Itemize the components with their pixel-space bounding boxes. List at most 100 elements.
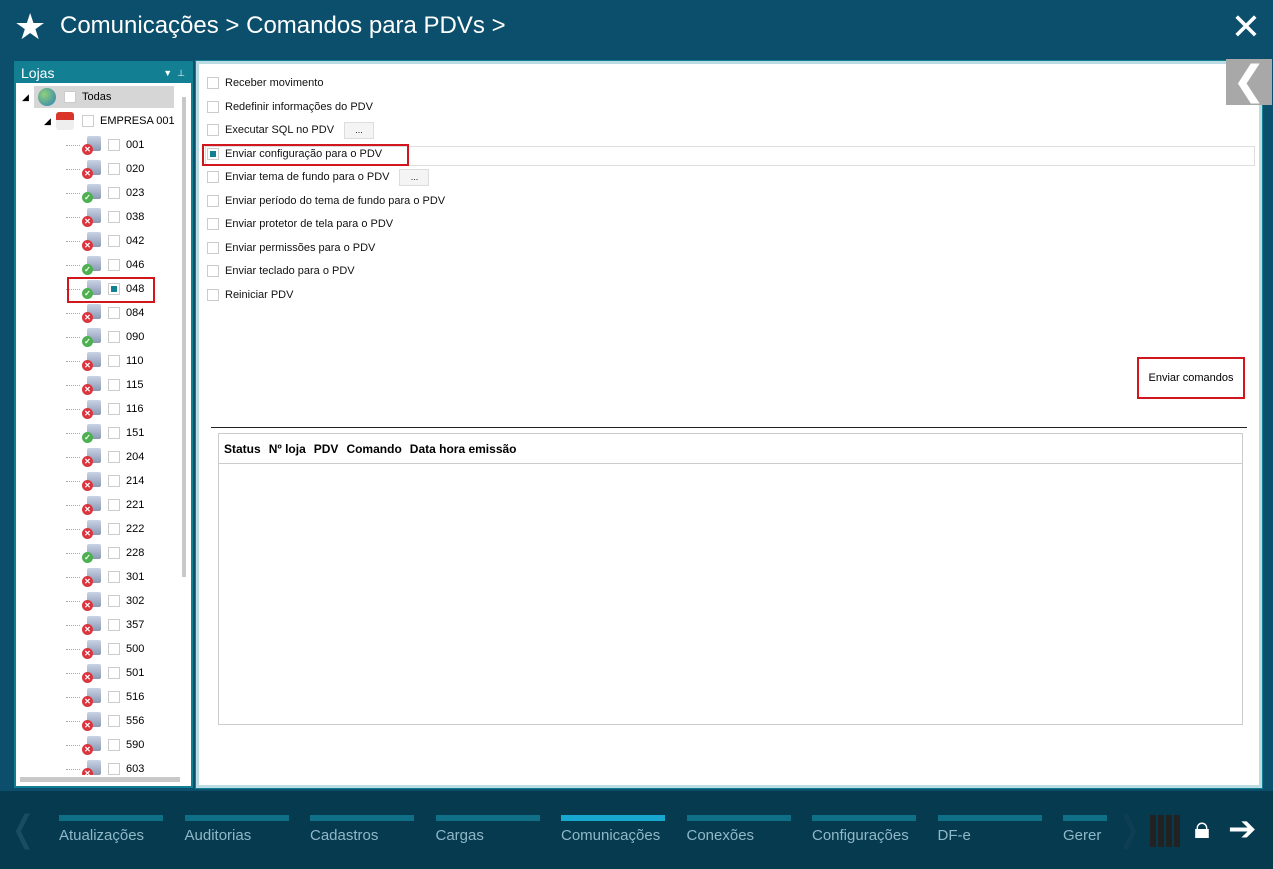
nav-tab[interactable]: Configurações [812,815,916,855]
tree-node-store[interactable]: ✕ 222 [66,518,144,540]
checkbox[interactable] [108,283,120,295]
checkbox[interactable] [108,307,120,319]
checkbox[interactable] [108,595,120,607]
nav-tab[interactable]: Comunicações [561,815,665,855]
checkbox[interactable] [108,211,120,223]
nav-tab[interactable]: Cadastros [310,815,414,855]
checkbox[interactable] [108,715,120,727]
vertical-scrollbar[interactable] [180,87,188,777]
checkbox[interactable] [108,427,120,439]
horizontal-scrollbar[interactable] [20,777,180,782]
browse-button[interactable]: ... [344,121,375,139]
scroll-right-icon[interactable]: ❭ [1114,809,1145,850]
command-option[interactable]: Receber movimento [207,73,323,93]
tree-node-store[interactable]: ✕ 603 [66,758,144,775]
nav-tab[interactable]: DF-e [937,815,1042,855]
checkbox[interactable] [108,571,120,583]
nav-tab[interactable]: Conexões [686,815,791,855]
tree-node-store[interactable]: ✓ 228 [66,542,144,564]
tree-node-store[interactable]: ✓ 048 [66,278,144,300]
checkbox[interactable] [108,643,120,655]
column-header[interactable]: Nº loja [268,441,306,456]
nav-tab[interactable]: Atualizações [59,815,163,855]
checkbox[interactable] [108,139,120,151]
checkbox[interactable] [82,115,94,127]
scroll-left-icon[interactable]: ❬ [8,809,39,850]
lock-icon[interactable]: 🔒︎ [1194,811,1210,846]
panel-menu-pin-icon[interactable]: ▼ ⊥ [163,68,185,78]
command-option[interactable]: Enviar tema de fundo para o PDV... [207,167,430,187]
expand-icon[interactable]: ◢ [44,115,51,126]
command-option[interactable]: Enviar protetor de tela para o PDV [207,214,393,234]
browse-button[interactable]: ... [399,168,430,186]
logout-arrow-icon[interactable]: ➔ [1228,809,1257,849]
checkbox[interactable] [108,691,120,703]
command-option[interactable]: Enviar configuração para o PDV [207,144,382,164]
command-option[interactable]: Executar SQL no PDV... [207,120,375,140]
command-option[interactable]: Enviar permissões para o PDV [207,238,375,258]
tree-node-company[interactable]: ◢ EMPRESA 001 [44,110,175,132]
column-header[interactable]: Comando [346,441,402,456]
command-option[interactable]: Redefinir informações do PDV [207,97,373,117]
checkbox[interactable] [207,124,219,136]
checkbox[interactable] [207,171,219,183]
checkbox[interactable] [108,187,120,199]
checkbox[interactable] [108,355,120,367]
checkbox[interactable] [207,241,219,254]
tree-node-store[interactable]: ✕ 116 [66,398,144,420]
column-header[interactable]: PDV [313,441,339,456]
command-option[interactable]: Reiniciar PDV [207,285,293,305]
tree-node-store[interactable]: ✕ 204 [66,446,144,468]
checkbox[interactable] [207,194,219,207]
command-option[interactable]: Enviar teclado para o PDV [207,261,355,281]
nav-tab[interactable]: Gerer [1063,815,1107,855]
breadcrumb-item[interactable]: Comandos para PDVs [246,12,485,39]
tree-node-store[interactable]: ✕ 110 [66,350,144,372]
checkbox[interactable] [108,739,120,751]
tree-node-store[interactable]: ✕ 038 [66,206,144,228]
nav-tab[interactable]: Auditorias [184,815,289,855]
checkbox[interactable] [108,451,120,463]
star-icon[interactable]: ★ [14,7,47,48]
tree-node-store[interactable]: ✕ 301 [66,566,144,588]
checkbox[interactable] [207,218,219,230]
expand-icon[interactable]: ◢ [22,91,29,102]
checkbox[interactable] [108,163,120,175]
tree-node-store[interactable]: ✕ 590 [66,734,144,756]
checkbox[interactable] [108,475,120,487]
tree-node-store[interactable]: ✓ 046 [66,254,144,276]
tree-node-store[interactable]: ✕ 357 [66,614,144,636]
send-commands-button[interactable]: Enviar comandos [1137,357,1245,399]
checkbox[interactable] [108,667,120,679]
tree-node-store[interactable]: ✕ 001 [66,134,144,156]
checkbox[interactable] [207,288,219,301]
collapse-chevron-icon[interactable]: ❮ [1226,59,1272,105]
checkbox[interactable] [108,619,120,631]
checkbox[interactable] [207,100,219,113]
checkbox[interactable] [108,523,120,535]
tree-node-root[interactable]: ◢ Todas [22,86,174,108]
grid-menu-icon[interactable] [1150,815,1182,847]
checkbox[interactable] [108,547,120,559]
nav-tab[interactable]: Cargas [435,815,540,855]
checkbox[interactable] [108,763,120,775]
tree-node-store[interactable]: ✓ 023 [66,182,144,204]
checkbox[interactable] [108,235,120,247]
tree-node-store[interactable]: ✕ 221 [66,494,144,516]
close-icon[interactable]: ✕ [1230,7,1261,48]
tree-node-store[interactable]: ✕ 020 [66,158,144,180]
checkbox[interactable] [108,403,120,415]
checkbox[interactable] [108,499,120,511]
tree-node-store[interactable]: ✕ 500 [66,638,144,660]
tree-node-store[interactable]: ✓ 090 [66,326,144,348]
checkbox[interactable] [64,91,76,103]
tree-node-store[interactable]: ✕ 302 [66,590,144,612]
column-header[interactable]: Data hora emissão [409,441,517,456]
tree-node-store[interactable]: ✓ 151 [66,422,144,444]
tree-node-store[interactable]: ✕ 042 [66,230,144,252]
checkbox[interactable] [108,379,120,391]
tree-node-store[interactable]: ✕ 516 [66,686,144,708]
tree-node-store[interactable]: ✕ 501 [66,662,144,684]
checkbox[interactable] [108,331,120,343]
command-option[interactable]: Enviar período do tema de fundo para o P… [207,191,445,211]
